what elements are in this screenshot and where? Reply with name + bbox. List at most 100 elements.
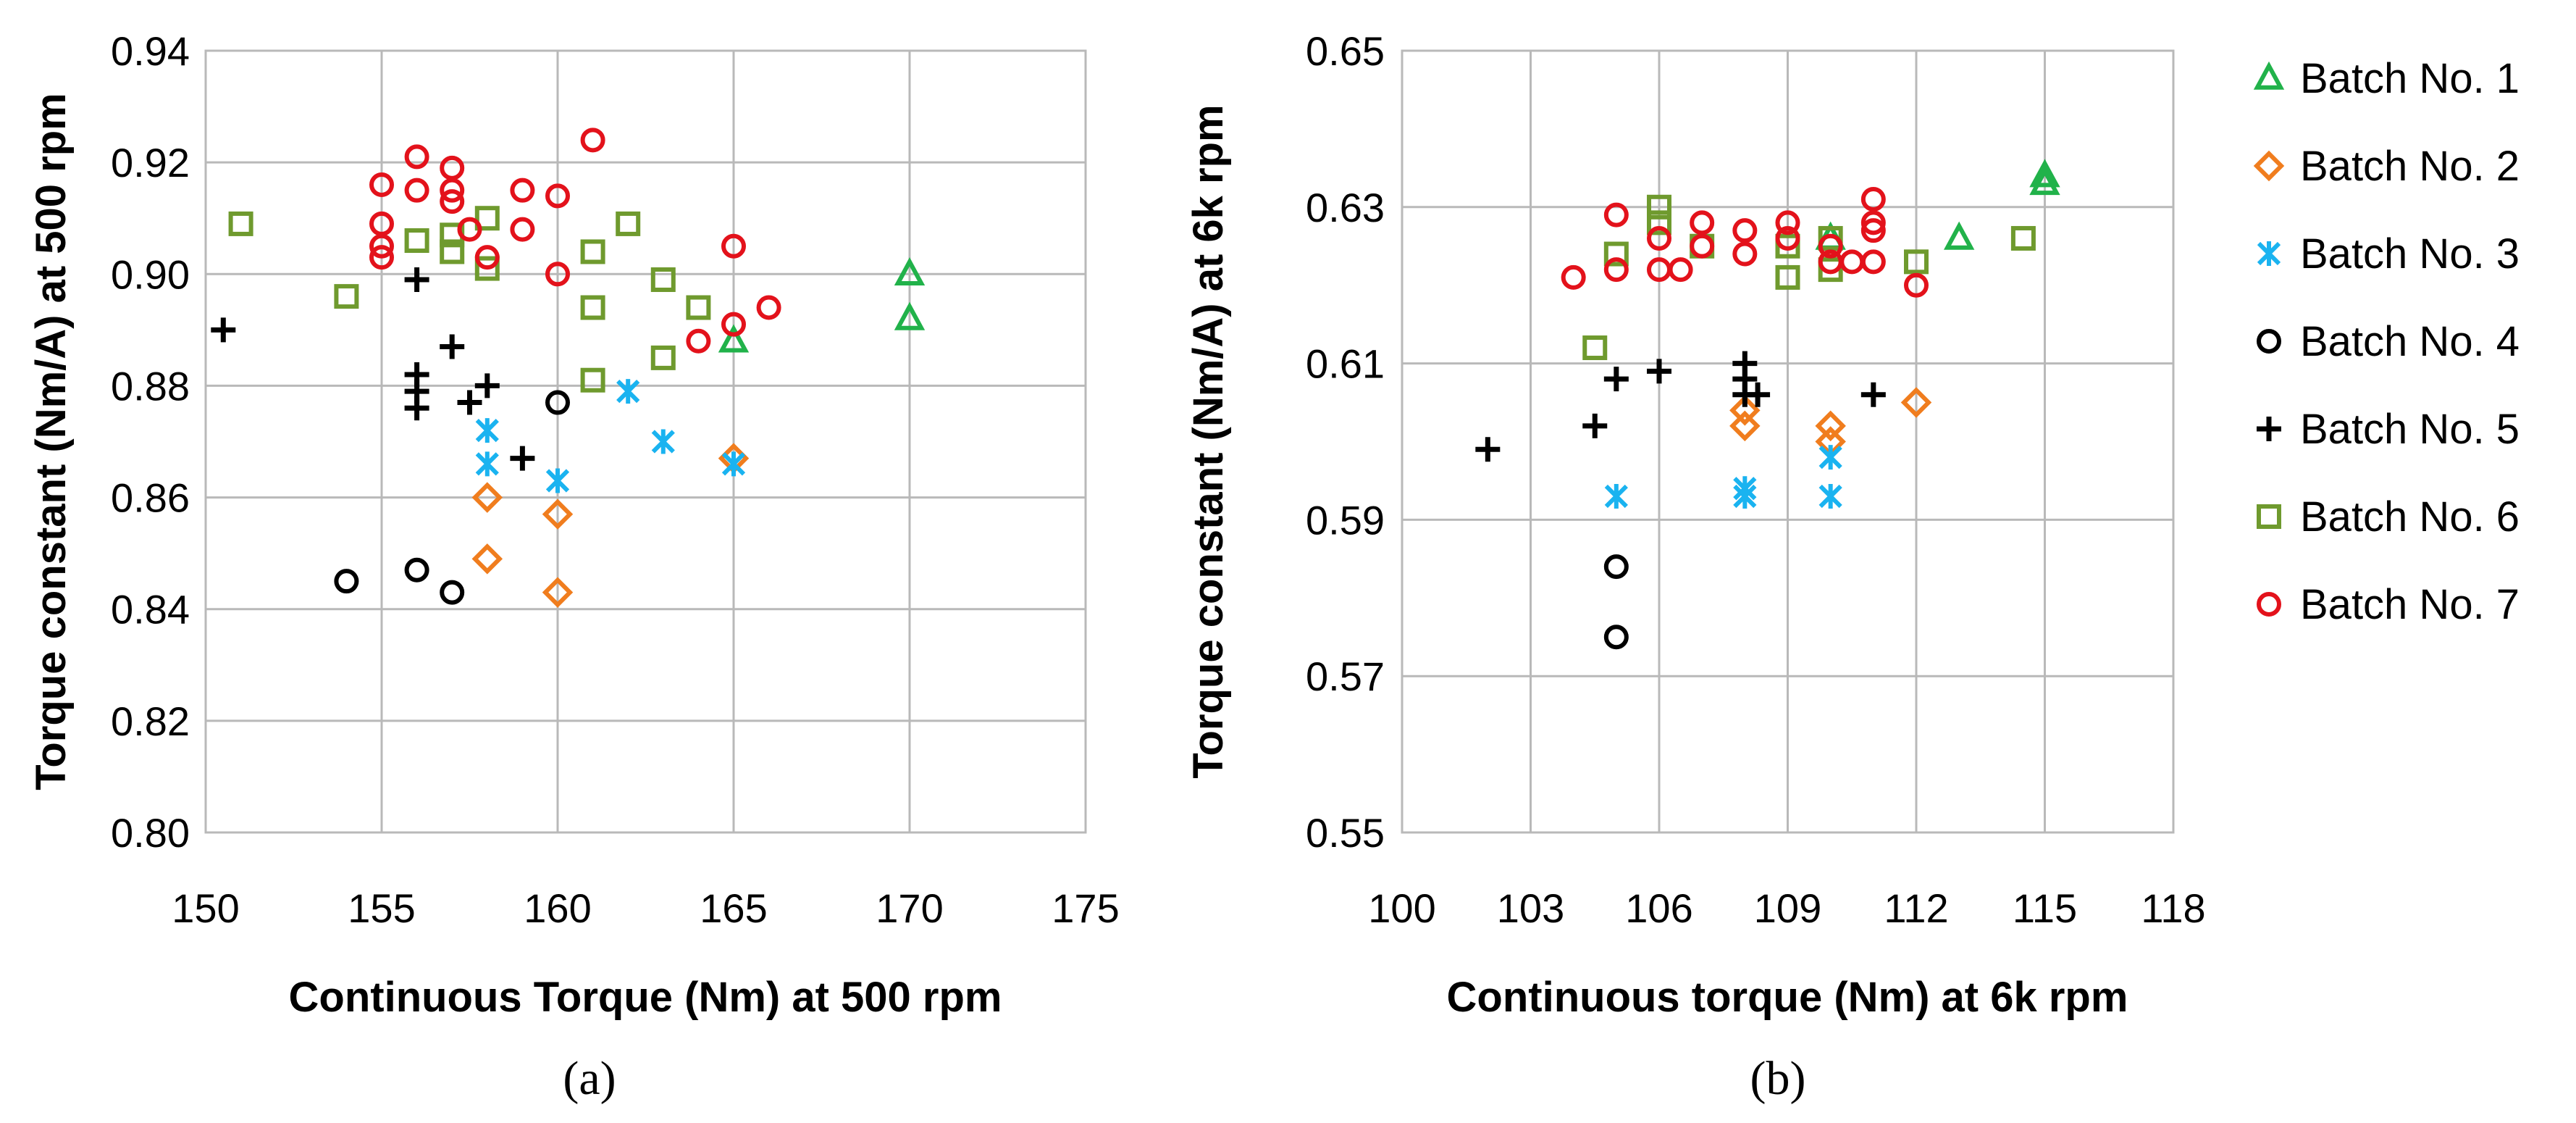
data-point-batch-no-3 [1733, 484, 1757, 509]
data-point-batch-no-6 [1818, 225, 1843, 251]
y-axis-title: Torque constant (Nm/A) at 6k rpm [1185, 104, 1232, 778]
data-point-batch-no-6 [580, 295, 605, 320]
data-point-batch-no-6 [2010, 225, 2036, 251]
data-point-batch-no-2 [1815, 410, 1846, 442]
data-point-batch-no-6 [1775, 233, 1800, 259]
legend-label: Batch No. 3 [2300, 230, 2520, 277]
data-point-batch-no-6 [404, 228, 429, 254]
data-point-batch-no-6 [686, 295, 711, 320]
y-tick-label: 0.57 [1306, 654, 1385, 699]
data-point-batch-no-3 [545, 468, 570, 493]
data-point-batch-no-7 [1561, 264, 1586, 290]
data-point-batch-no-4 [1603, 554, 1629, 580]
y-axis-title: Torque constant (Nm/A) at 500 rpm [28, 93, 75, 790]
data-point-batch-no-6 [650, 345, 676, 370]
x-axis-title: Continuous Torque (Nm) at 500 rpm [289, 974, 1002, 1021]
x-tick-label: 165 [700, 885, 767, 931]
data-point-batch-no-5 [474, 373, 500, 398]
data-point-batch-no-7 [404, 178, 429, 203]
data-point-batch-no-7 [1732, 218, 1758, 243]
data-point-batch-no-7 [1818, 233, 1843, 259]
data-point-batch-no-6 [1603, 241, 1629, 267]
data-point-batch-no-7 [580, 128, 605, 153]
data-point-batch-no-7 [1647, 225, 1671, 251]
series-batch-no-2 [471, 443, 750, 608]
data-point-batch-no-4 [440, 580, 465, 605]
data-point-batch-no-7 [440, 189, 465, 214]
series-batch-no-1 [718, 256, 926, 353]
y-tick-label: 0.63 [1306, 185, 1385, 230]
gridlines [1401, 49, 2175, 834]
data-point-batch-no-7 [1690, 233, 1715, 259]
legend-item-batch-no-3: Batch No. 3 [2257, 230, 2520, 277]
data-point-batch-no-7 [457, 217, 482, 242]
data-point-batch-no-6 [580, 239, 605, 264]
y-tick-label: 0.92 [111, 140, 190, 185]
series-batch-no-5 [211, 267, 535, 471]
data-point-batch-no-7 [1775, 210, 1800, 235]
x-axis-title: Continuous torque (Nm) at 6k rpm [1447, 974, 2128, 1021]
legend-label: Batch No. 2 [2300, 143, 2520, 190]
data-point-batch-no-6 [1582, 335, 1608, 361]
data-point-batch-no-7 [510, 217, 535, 242]
data-point-batch-no-7 [1775, 225, 1800, 251]
data-point-batch-no-7 [545, 183, 570, 209]
panel-b-label: (b) [1750, 1052, 1806, 1105]
data-point-batch-no-4 [545, 390, 570, 415]
series-batch-no-1 [1815, 159, 2060, 250]
data-point-batch-no-7 [545, 262, 570, 287]
data-point-batch-no-6 [228, 211, 253, 236]
chart-panel-b: 100 103 106 109 112 115 118 0.55 0.57 0.59 0.61 0.6… [1185, 28, 2206, 1021]
y-tick-label: 0.86 [111, 475, 190, 521]
data-point-batch-no-4 [334, 569, 359, 594]
x-tick-label: 112 [1884, 885, 1948, 931]
data-point-batch-no-7 [369, 233, 394, 259]
series-batch-no-2 [1729, 387, 1932, 457]
x-tick-label: 150 [172, 885, 239, 931]
data-point-batch-no-4 [1603, 625, 1629, 650]
series-batch-no-7 [369, 128, 781, 354]
data-point-batch-no-6 [1647, 210, 1671, 235]
data-point-batch-no-2 [471, 543, 503, 575]
data-point-batch-no-7 [1860, 249, 1886, 275]
data-point-batch-no-5 [211, 317, 236, 343]
data-point-batch-no-5 [1745, 382, 1771, 407]
legend-marker-batch-no-5 [2257, 417, 2281, 441]
data-point-batch-no-6 [1647, 194, 1671, 220]
series-batch-no-6 [228, 206, 711, 393]
y-tick-label: 0.82 [111, 698, 190, 744]
chart-panel-a: 150 155 160 165 170 175 0.80 0.82 0.84 0.86 0.88 0.… [28, 28, 1120, 1021]
legend: Batch No. 1 Batch No. 2 Batch No. 3 Batch N… [2253, 55, 2520, 628]
data-point-batch-no-5 [1647, 359, 1671, 384]
y-tick-label: 0.94 [111, 28, 190, 74]
x-tick-label: 115 [2013, 885, 2077, 931]
data-point-batch-no-6 [650, 267, 676, 292]
panel-a-label: (a) [563, 1052, 616, 1105]
data-point-batch-no-4 [404, 557, 429, 583]
data-point-batch-no-5 [1603, 367, 1629, 392]
data-point-batch-no-1 [1943, 221, 1975, 250]
x-tick-label: 155 [348, 885, 415, 931]
series-batch-no-3 [475, 379, 746, 493]
data-point-batch-no-6 [440, 239, 465, 264]
data-point-batch-no-5 [440, 334, 465, 359]
legend-label: Batch No. 6 [2300, 493, 2520, 540]
data-point-batch-no-1 [2029, 159, 2060, 188]
legend-marker-batch-no-4 [2257, 329, 2281, 354]
legend-label: Batch No. 7 [2300, 581, 2520, 628]
legend-marker-batch-no-3 [2257, 241, 2281, 266]
legend-item-batch-no-6: Batch No. 6 [2257, 493, 2520, 540]
data-point-batch-no-7 [1668, 257, 1693, 283]
legend-marker-batch-no-1 [2253, 61, 2285, 90]
data-point-batch-no-7 [474, 245, 500, 270]
data-point-batch-no-7 [1860, 187, 1886, 212]
data-point-batch-no-7 [1839, 249, 1865, 275]
data-point-batch-no-3 [475, 418, 499, 443]
y-tick-label: 0.88 [111, 363, 190, 409]
data-point-batch-no-7 [686, 328, 711, 354]
x-tick-label: 170 [876, 885, 943, 931]
y-tick-label: 0.55 [1306, 810, 1385, 856]
data-point-batch-no-3 [651, 429, 675, 454]
data-point-batch-no-7 [369, 245, 394, 270]
legend-label: Batch No. 5 [2300, 406, 2520, 453]
